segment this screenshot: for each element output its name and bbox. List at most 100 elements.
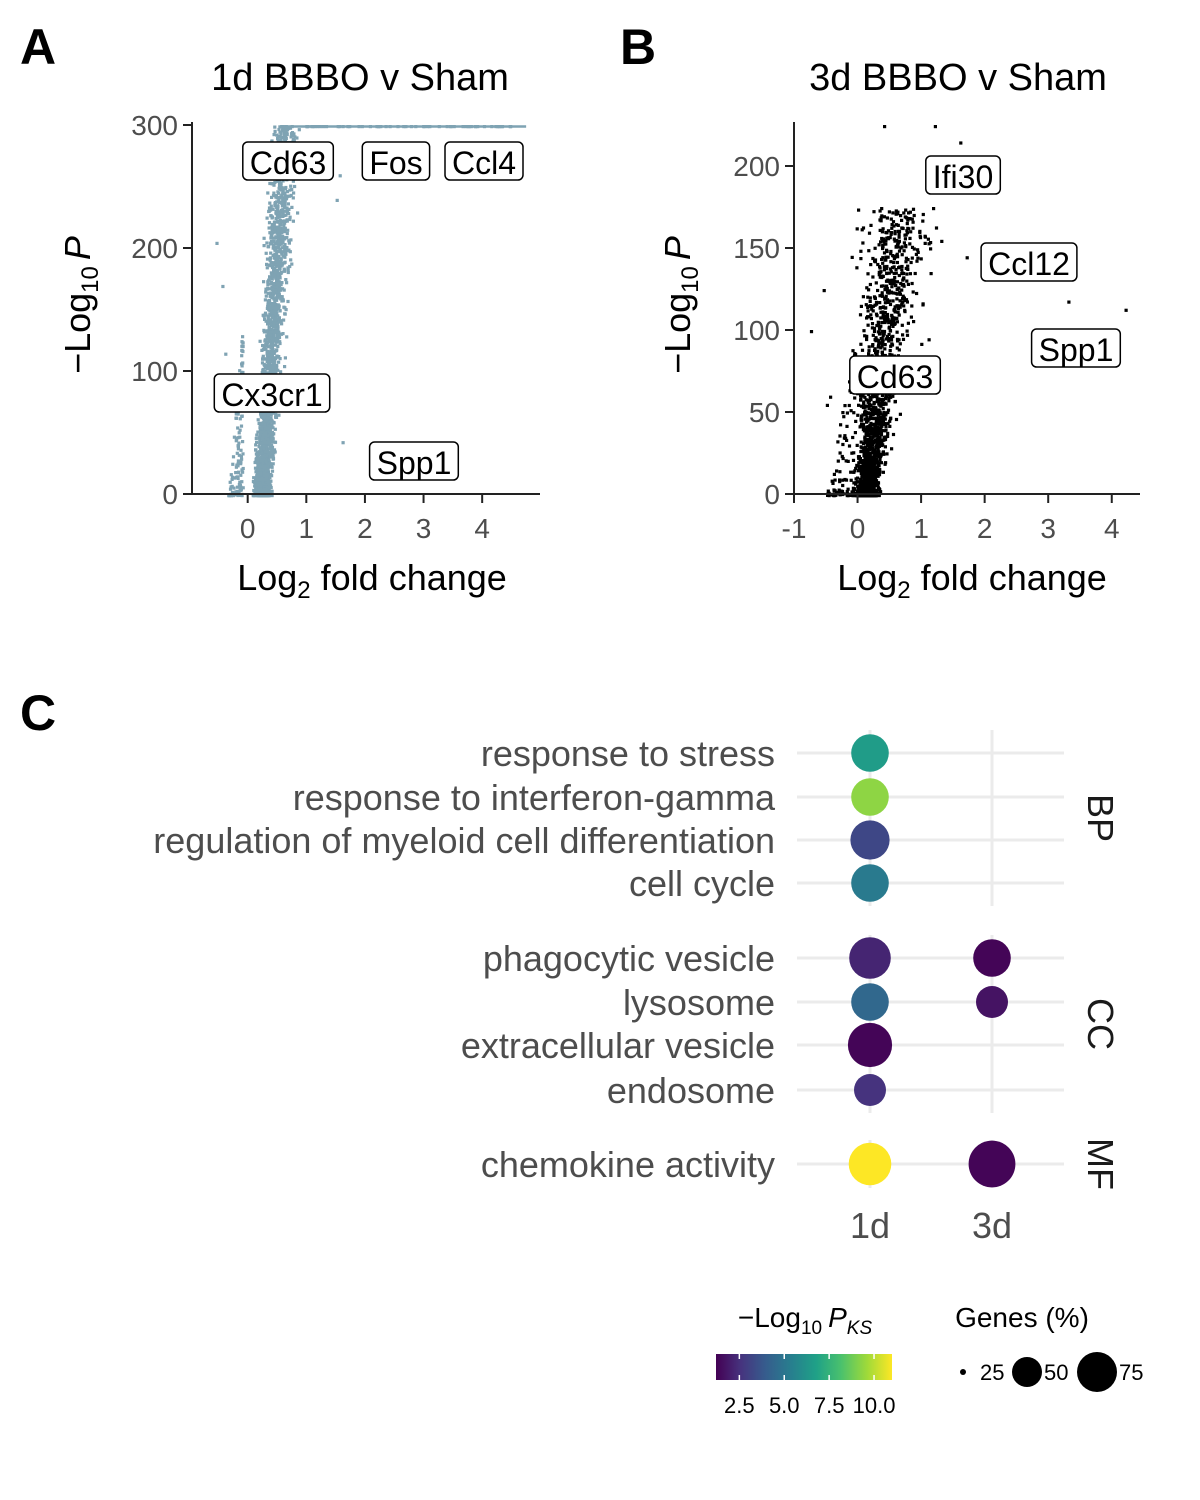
data-point bbox=[273, 256, 277, 260]
data-point bbox=[269, 275, 273, 279]
data-point bbox=[259, 473, 263, 477]
data-point bbox=[898, 412, 902, 416]
data-point bbox=[265, 329, 269, 333]
data-point bbox=[278, 135, 283, 139]
panel-b-title: 3d BBBO v Sham bbox=[809, 57, 1107, 99]
data-point bbox=[906, 321, 910, 325]
data-point bbox=[260, 422, 264, 426]
data-point bbox=[270, 215, 275, 219]
data-point bbox=[839, 423, 843, 427]
data-point bbox=[272, 451, 276, 455]
data-point bbox=[866, 404, 870, 408]
data-point bbox=[900, 218, 904, 222]
data-point bbox=[862, 450, 866, 454]
data-point bbox=[890, 447, 894, 451]
data-point bbox=[252, 488, 256, 493]
data-point bbox=[283, 196, 287, 200]
go-term-label: response to interferon-gamma bbox=[293, 777, 776, 818]
data-point bbox=[884, 267, 889, 271]
data-point bbox=[267, 424, 271, 428]
data-point bbox=[871, 472, 875, 477]
data-point bbox=[240, 468, 244, 472]
data-point bbox=[914, 252, 918, 256]
data-point bbox=[895, 330, 899, 334]
data-point bbox=[831, 481, 835, 485]
data-point bbox=[889, 231, 893, 235]
data-point bbox=[880, 236, 884, 241]
data-point bbox=[281, 332, 285, 336]
data-point bbox=[875, 302, 879, 306]
data-point bbox=[887, 332, 891, 337]
data-point bbox=[272, 244, 276, 248]
y-tick-label: 300 bbox=[131, 110, 178, 141]
data-point bbox=[863, 484, 867, 488]
data-point bbox=[888, 267, 892, 271]
data-point bbox=[912, 247, 916, 251]
data-point bbox=[861, 464, 865, 469]
x-tick-label: 2 bbox=[357, 513, 373, 544]
data-point bbox=[877, 339, 881, 343]
data-point bbox=[965, 256, 969, 260]
data-point bbox=[269, 291, 273, 295]
data-point bbox=[273, 270, 277, 274]
data-point bbox=[259, 441, 264, 445]
data-point bbox=[283, 139, 288, 143]
data-point bbox=[853, 396, 857, 400]
data-point bbox=[879, 284, 884, 288]
data-point bbox=[263, 487, 267, 491]
data-point bbox=[875, 433, 880, 437]
data-point bbox=[875, 338, 879, 342]
data-point bbox=[240, 414, 244, 418]
data-point bbox=[256, 487, 260, 491]
data-point bbox=[267, 226, 271, 230]
data-point bbox=[271, 314, 275, 318]
data-point bbox=[269, 419, 273, 423]
data-point bbox=[266, 322, 270, 326]
data-point bbox=[856, 464, 860, 468]
data-point bbox=[894, 212, 898, 216]
data-point bbox=[874, 490, 878, 494]
data-point bbox=[293, 135, 297, 139]
data-point bbox=[874, 453, 878, 457]
data-point bbox=[869, 468, 873, 472]
data-point bbox=[868, 435, 872, 439]
data-point bbox=[879, 412, 883, 416]
data-point bbox=[864, 466, 869, 470]
data-point bbox=[271, 329, 275, 333]
data-point bbox=[857, 489, 862, 493]
go-term-label: phagocytic vesicle bbox=[483, 938, 775, 979]
data-point bbox=[865, 457, 869, 461]
volcano-1d-y-label: −Log10P bbox=[57, 236, 104, 374]
data-point bbox=[264, 364, 268, 368]
data-point bbox=[879, 240, 883, 244]
data-point bbox=[843, 434, 847, 438]
data-point bbox=[262, 485, 266, 490]
data-point bbox=[277, 245, 281, 249]
data-point bbox=[276, 235, 280, 239]
data-point bbox=[838, 470, 842, 474]
data-point bbox=[874, 427, 878, 431]
data-point bbox=[904, 208, 908, 212]
data-point bbox=[877, 273, 881, 277]
data-point bbox=[891, 432, 896, 437]
data-point bbox=[267, 363, 271, 367]
data-point bbox=[286, 266, 290, 270]
data-point bbox=[278, 211, 282, 215]
data-point bbox=[270, 139, 274, 143]
data-point bbox=[894, 209, 898, 213]
data-point bbox=[256, 462, 260, 466]
gene-label: Ccl4 bbox=[444, 141, 524, 181]
data-point bbox=[895, 304, 899, 308]
data-point bbox=[892, 319, 896, 323]
gene-label-text: Spp1 bbox=[1039, 332, 1114, 368]
data-point bbox=[862, 402, 866, 406]
data-point bbox=[262, 471, 266, 475]
data-point bbox=[870, 471, 874, 475]
data-point bbox=[231, 462, 235, 466]
data-point bbox=[278, 341, 282, 346]
data-point bbox=[880, 293, 884, 297]
data-point bbox=[272, 223, 276, 227]
data-point bbox=[873, 260, 877, 264]
data-point bbox=[259, 413, 263, 418]
